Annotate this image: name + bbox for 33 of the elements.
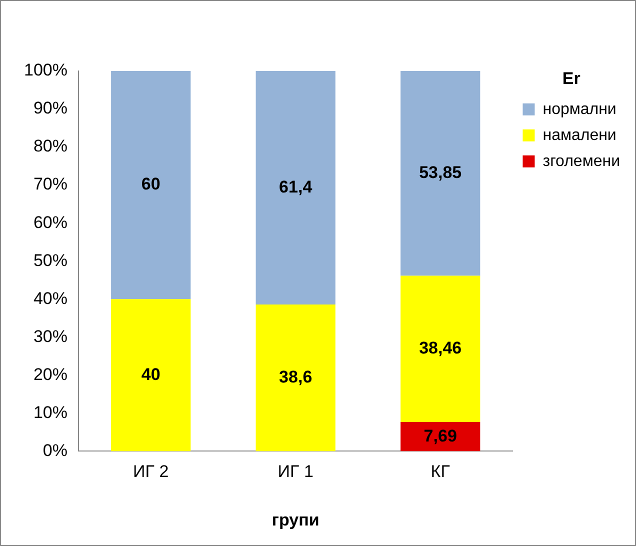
data-label: 38,6 [279, 368, 312, 387]
y-tick-label: 0% [42, 440, 68, 460]
bar [256, 71, 336, 304]
data-label: 53,85 [419, 163, 462, 182]
legend-label: нормални [542, 100, 616, 118]
y-tick-label: 90% [33, 98, 68, 118]
x-tick-label: КГ [430, 462, 450, 482]
bar [111, 71, 191, 300]
data-label: 7,69 [424, 426, 457, 446]
y-tick-label: 80% [33, 136, 68, 156]
bar [256, 304, 336, 452]
data-label: 61,4 [279, 177, 313, 196]
x-tick-label: ИГ 1 [278, 462, 314, 482]
legend-title: Er [562, 69, 581, 88]
data-label: 60 [141, 174, 160, 194]
y-tick-label: 50% [33, 250, 68, 270]
data-label: 40 [141, 364, 160, 384]
y-tick-label: 10% [33, 402, 68, 422]
x-axis-title: групи [272, 510, 320, 530]
legend-label: намалени [542, 126, 616, 144]
bar [111, 299, 191, 452]
bar [400, 71, 480, 276]
y-tick-label: 20% [33, 364, 68, 384]
y-tick-label: 40% [33, 288, 68, 308]
data-label: 38,46 [419, 338, 462, 358]
y-tick-label: 30% [33, 326, 68, 346]
y-tick-label: 100% [24, 60, 68, 80]
x-tick-label: ИГ 2 [133, 462, 169, 482]
bar [400, 422, 480, 452]
bar [400, 276, 480, 422]
legend-label: зголемени [542, 152, 620, 170]
y-tick-label: 70% [33, 174, 68, 194]
y-tick-label: 60% [33, 212, 68, 232]
